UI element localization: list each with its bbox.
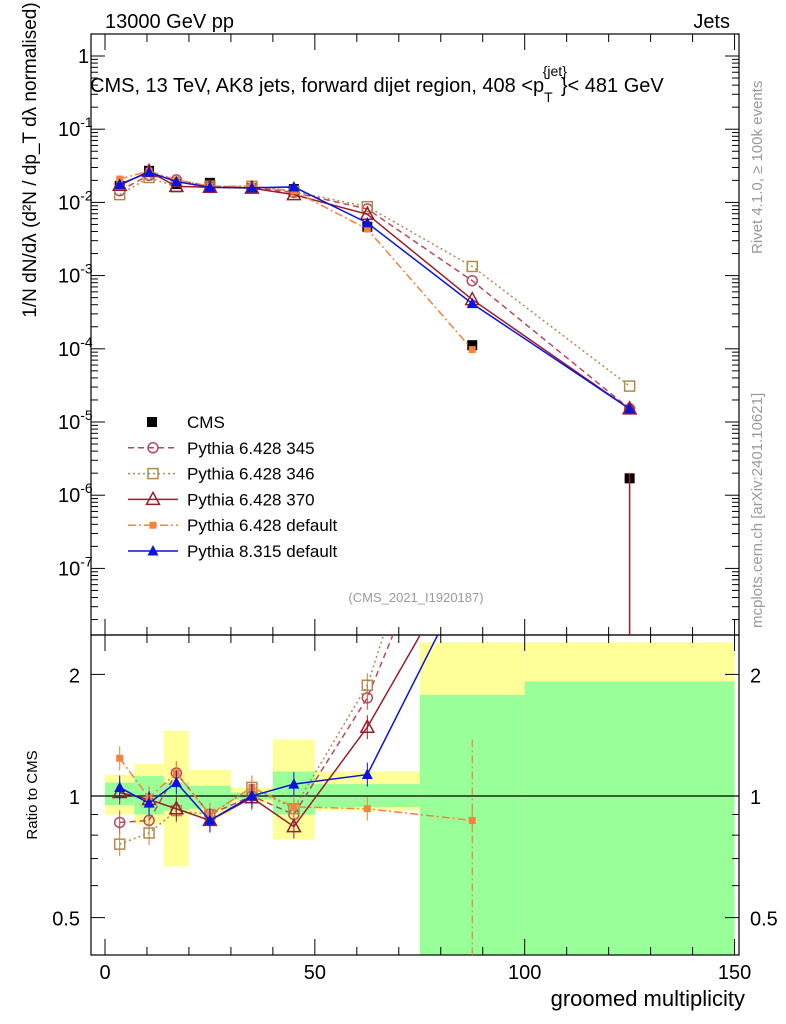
mc-point-main — [363, 225, 371, 233]
legend-label: Pythia 6.428 345 — [187, 439, 315, 458]
y-tick-label: 10-2 — [58, 187, 93, 214]
mc-point-main — [624, 402, 636, 414]
legend-marker — [147, 442, 159, 454]
ratio-panel-frame — [90, 634, 740, 956]
mc-point-ratio — [168, 800, 185, 815]
ratio-series — [111, 635, 476, 955]
mc-point-main — [466, 260, 478, 273]
band-green-bin — [524, 681, 735, 955]
header-left: 13000 GeV pp — [105, 11, 234, 33]
mc-point-main — [466, 297, 478, 309]
mc-point-main — [361, 200, 374, 213]
mc-point-ratio — [363, 805, 371, 813]
legend-marker — [147, 545, 159, 556]
mc-point-ratio — [361, 768, 373, 780]
y-tick-label: 10-5 — [58, 407, 93, 434]
mc-point-main — [111, 176, 128, 192]
ratio-y-tick-label: 1 — [750, 787, 761, 809]
x-tick-label: 50 — [304, 962, 326, 984]
mc-point-main — [170, 175, 182, 187]
y-tick-label: 10-3 — [58, 261, 93, 288]
rivet-label: Rivet 4.1.0, ≥ 100k events — [749, 81, 766, 254]
y-tick-label: 10-4 — [58, 334, 93, 361]
mc-point-main — [143, 166, 155, 177]
ratio-y-tick-label: 0.5 — [750, 909, 778, 931]
ratio-y-tick-label: 0.5 — [52, 909, 80, 931]
analysis-id: (CMS_2021_I1920187) — [348, 590, 483, 605]
main-y-axis-label: 1/N dN/dλ (d²N / dp_T dλ normalised) — [20, 2, 41, 317]
ratio-y-tick-label: 2 — [69, 665, 80, 687]
band-green-bin — [188, 785, 231, 809]
mc-point-ratio — [170, 776, 182, 787]
mc-point-ratio — [116, 754, 124, 762]
legend-label: Pythia 6.428 346 — [187, 465, 315, 484]
x-tick-label: 150 — [718, 962, 751, 984]
data-series — [111, 162, 638, 955]
main-series — [111, 162, 638, 635]
legend-label: Pythia 6.428 default — [187, 516, 338, 535]
mcplots-label: mcplots.cern.ch [arXiv:2401.10621] — [749, 393, 766, 628]
header-right: Jets — [693, 11, 730, 33]
mc-point-main — [114, 178, 126, 189]
y-tick-label: 10-6 — [58, 480, 93, 507]
legend-marker — [145, 490, 161, 506]
mc-point-main — [466, 274, 478, 287]
y-tick-label: 1 — [78, 46, 89, 68]
mc-point-main — [361, 216, 373, 228]
ratio-y-tick-label: 2 — [750, 665, 761, 687]
mc-point-ratio — [113, 816, 126, 829]
mc-point-ratio — [204, 814, 216, 825]
mc-line-main — [119, 170, 631, 410]
mc-point-ratio — [143, 827, 155, 839]
cms-point — [467, 340, 478, 351]
ratio-y-axis-label: Ratio to CMS — [24, 750, 41, 839]
legend-marker — [147, 467, 159, 480]
mc-point-main — [288, 180, 300, 192]
mc-line-main — [119, 176, 631, 387]
axes: 1 10-1 10-2 10-3 10-4 10-5 10-6 10-7 0.5 0.5 1 1 2 2 0… — [52, 34, 778, 984]
legend-marker-cms — [147, 417, 157, 427]
mc-point-main — [623, 380, 636, 392]
mc-line-main — [119, 174, 631, 410]
y-tick-label: 10-7 — [58, 553, 93, 580]
mc-point-main — [621, 400, 638, 415]
legend-label: Pythia 8.315 default — [187, 542, 338, 561]
x-axis-label: groomed multiplicity — [551, 986, 745, 1011]
svg-text:1/N dN/dλ (d²N / dp_T dλ norma: 1/N dN/dλ (d²N / dp_T dλ normalised) — [20, 2, 41, 317]
mc-line-main — [119, 170, 473, 351]
y-tick-label: 10-1 — [58, 114, 93, 141]
x-tick-label: 100 — [508, 962, 541, 984]
legend-marker — [149, 521, 157, 529]
mc-point-ratio — [359, 718, 376, 733]
mc-line-main — [119, 171, 631, 410]
mc-point-main — [246, 181, 258, 193]
uncertainty-bands — [105, 642, 735, 955]
mc-point-ratio — [290, 803, 298, 811]
mc-line-ratio — [119, 757, 473, 822]
ratio-y-tick-label: 1 — [69, 787, 80, 809]
mc-point-ratio — [113, 838, 126, 850]
mc-point-ratio — [288, 778, 300, 789]
mc-point-ratio — [361, 679, 374, 691]
legend: CMS Pythia 6.428 345 Pythia 6.428 346 Pythi… — [128, 413, 338, 561]
mc-point-ratio — [246, 790, 258, 801]
legend-label: CMS — [187, 413, 225, 432]
mc-point-ratio — [143, 797, 155, 808]
mc-point-main — [204, 181, 216, 192]
mc-point-ratio — [286, 818, 302, 833]
legend-label: Pythia 6.428 370 — [187, 490, 315, 509]
mc-point-ratio — [114, 781, 126, 792]
plot-title: CMS, 13 TeV, AK8 jets, forward dijet reg… — [90, 63, 664, 105]
mc-point-main — [468, 346, 476, 354]
x-tick-label: 0 — [99, 962, 110, 984]
